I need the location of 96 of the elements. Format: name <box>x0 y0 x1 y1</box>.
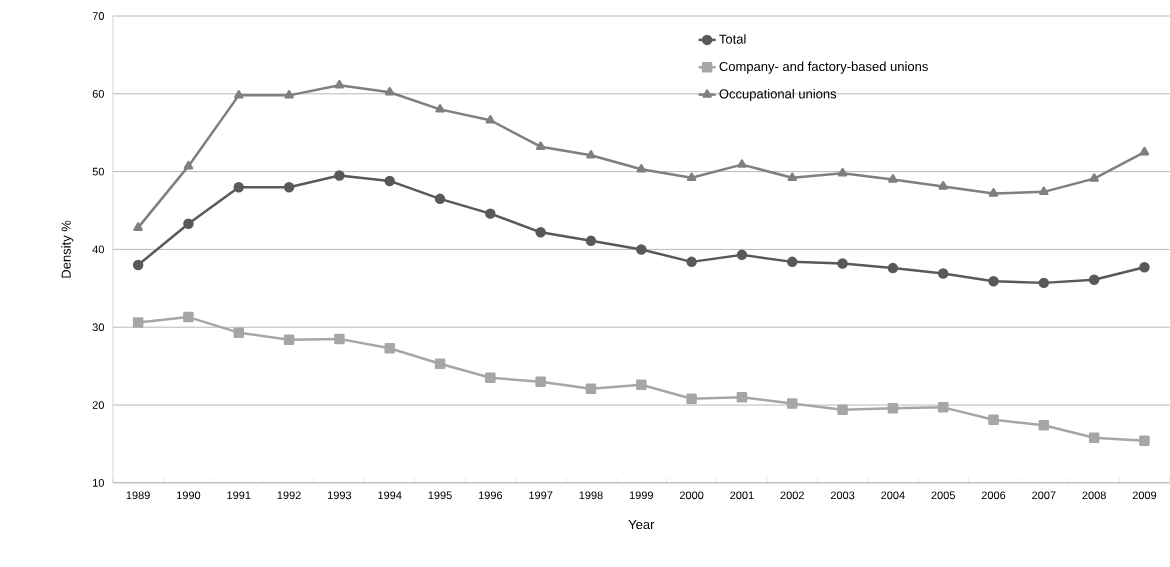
point <box>1139 435 1150 447</box>
point <box>938 181 948 190</box>
x-tick-label: 1996 <box>478 491 503 500</box>
point <box>434 358 446 370</box>
point <box>233 182 244 193</box>
point <box>384 175 395 187</box>
point <box>585 383 597 395</box>
point <box>283 334 295 346</box>
point <box>736 392 748 403</box>
point <box>636 379 647 391</box>
point <box>434 193 446 205</box>
point <box>787 172 797 182</box>
point <box>737 159 747 168</box>
point <box>837 168 848 177</box>
point <box>887 262 899 274</box>
point <box>686 172 697 182</box>
x-tick-label: 1999 <box>629 491 653 500</box>
y-tick-label: 10 <box>93 479 104 487</box>
point <box>1039 186 1049 196</box>
point <box>284 90 294 99</box>
x-tick-label: 2009 <box>1132 491 1157 500</box>
x-tick-label: 1990 <box>177 491 201 500</box>
point <box>384 343 395 354</box>
point <box>535 227 546 238</box>
y-tick-label: 20 <box>92 401 104 410</box>
y-tick-label: 50 <box>92 167 104 176</box>
point <box>786 256 798 268</box>
x-tick-label: 1994 <box>378 491 402 500</box>
point <box>535 141 546 151</box>
point <box>988 276 999 287</box>
legend-label: Occupational unions <box>719 89 837 102</box>
y-axis-title: Density % <box>61 220 74 278</box>
point <box>384 87 395 96</box>
point <box>485 208 496 219</box>
point <box>1089 173 1099 182</box>
x-tick-label: 1989 <box>126 491 150 500</box>
y-tick-label: 40 <box>92 245 104 254</box>
point <box>1088 274 1100 286</box>
point <box>1038 420 1050 431</box>
point <box>535 376 546 388</box>
point <box>183 311 194 323</box>
point <box>636 244 647 255</box>
point <box>888 174 898 183</box>
point <box>334 170 345 181</box>
x-tick-label: 2007 <box>1032 491 1056 500</box>
point <box>686 256 697 268</box>
x-tick-label: 2002 <box>780 491 804 500</box>
point <box>334 80 345 89</box>
point <box>1139 147 1150 156</box>
point <box>786 398 798 409</box>
point <box>1038 277 1050 289</box>
x-tick-label: 2008 <box>1082 491 1106 500</box>
x-tick-label: 2006 <box>981 491 1006 500</box>
x-tick-label: 1998 <box>579 491 603 500</box>
point <box>586 150 596 159</box>
point <box>1088 432 1100 444</box>
point <box>937 268 949 279</box>
y-tick-label: 70 <box>92 12 104 20</box>
x-tick-label: 2001 <box>730 491 754 500</box>
point <box>837 258 848 269</box>
x-tick-label: 2000 <box>679 491 704 500</box>
x-tick-label: 1993 <box>327 491 352 500</box>
point <box>485 115 496 124</box>
point <box>183 218 194 230</box>
x-tick-label: 2005 <box>931 491 955 500</box>
point <box>234 90 244 99</box>
point <box>988 414 999 426</box>
x-tick-label: 2004 <box>881 491 905 500</box>
x-tick-label: 1991 <box>227 491 251 500</box>
x-tick-label: 2003 <box>830 491 855 500</box>
point <box>485 372 496 384</box>
point <box>133 222 143 231</box>
point <box>132 259 144 271</box>
point <box>636 164 646 173</box>
point <box>1139 262 1150 273</box>
point <box>334 333 345 345</box>
x-tick-label: 1997 <box>529 491 553 500</box>
y-tick-label: 30 <box>92 323 104 332</box>
y-tick-label: 60 <box>92 90 104 98</box>
legend-label: Total <box>719 34 746 44</box>
point <box>585 235 597 247</box>
legend-label: Company- and factory-based unions <box>719 61 928 74</box>
point <box>837 404 848 416</box>
point <box>988 188 999 197</box>
point <box>283 182 295 193</box>
x-tick-label: 1992 <box>277 491 301 500</box>
point <box>736 249 748 261</box>
point <box>233 327 244 339</box>
point <box>132 317 144 328</box>
point <box>686 393 697 405</box>
point <box>183 161 194 170</box>
x-tick-label: 1995 <box>428 491 452 500</box>
point <box>435 104 445 113</box>
x-axis-title: Year <box>628 520 655 530</box>
point <box>937 402 949 413</box>
point <box>887 402 899 414</box>
